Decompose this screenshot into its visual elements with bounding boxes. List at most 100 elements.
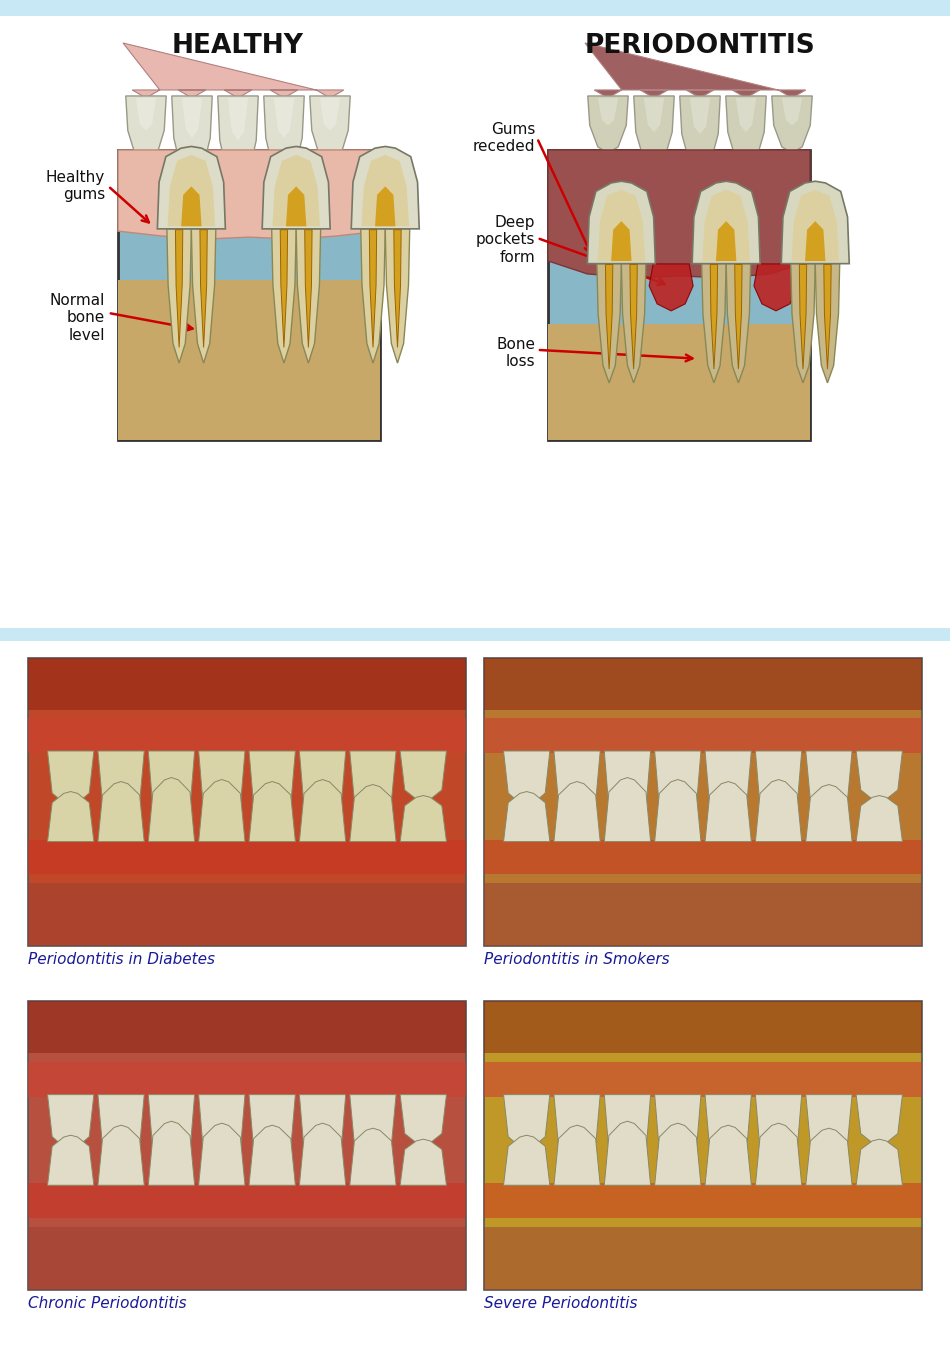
Polygon shape <box>167 230 191 363</box>
Polygon shape <box>249 1095 295 1165</box>
Bar <box>28 1183 466 1218</box>
Polygon shape <box>350 1095 396 1158</box>
Bar <box>28 657 466 946</box>
Polygon shape <box>806 1095 852 1158</box>
Polygon shape <box>320 99 340 131</box>
Polygon shape <box>856 751 902 801</box>
Polygon shape <box>655 1095 701 1166</box>
Bar <box>28 657 466 710</box>
Bar <box>28 1002 466 1053</box>
Polygon shape <box>350 751 396 815</box>
Text: HEALTHY: HEALTHY <box>172 32 304 59</box>
Polygon shape <box>554 751 600 818</box>
Polygon shape <box>200 230 207 347</box>
Polygon shape <box>554 782 600 841</box>
Polygon shape <box>634 96 674 166</box>
Polygon shape <box>199 779 245 841</box>
Polygon shape <box>805 221 826 261</box>
Polygon shape <box>181 99 202 138</box>
Polygon shape <box>824 265 831 369</box>
Polygon shape <box>806 784 852 841</box>
Polygon shape <box>400 1139 446 1185</box>
Polygon shape <box>655 1123 701 1185</box>
Polygon shape <box>361 230 386 363</box>
Polygon shape <box>630 265 637 369</box>
Bar <box>28 718 466 753</box>
Bar <box>484 718 922 753</box>
Polygon shape <box>98 1095 144 1162</box>
Bar <box>484 1002 922 1291</box>
Polygon shape <box>48 1095 94 1149</box>
Polygon shape <box>310 96 351 163</box>
Polygon shape <box>790 263 815 383</box>
Bar <box>484 657 922 946</box>
Bar <box>28 1062 466 1096</box>
Text: Bone
loss: Bone loss <box>496 336 535 369</box>
Polygon shape <box>118 150 380 239</box>
Polygon shape <box>716 221 736 261</box>
Polygon shape <box>98 782 144 841</box>
Polygon shape <box>299 1123 346 1185</box>
Polygon shape <box>48 1135 94 1185</box>
Polygon shape <box>158 146 225 230</box>
Bar <box>484 1183 922 1218</box>
Polygon shape <box>98 1125 144 1185</box>
Polygon shape <box>690 99 710 134</box>
Polygon shape <box>272 230 296 363</box>
Polygon shape <box>806 751 852 815</box>
Polygon shape <box>587 181 656 263</box>
Polygon shape <box>755 779 802 841</box>
Polygon shape <box>296 230 321 363</box>
Polygon shape <box>604 1095 651 1169</box>
Polygon shape <box>621 263 646 383</box>
Bar <box>548 324 810 440</box>
Polygon shape <box>400 1095 446 1145</box>
Polygon shape <box>598 190 645 261</box>
Polygon shape <box>218 96 258 184</box>
Polygon shape <box>361 155 409 227</box>
Polygon shape <box>604 1122 651 1185</box>
Polygon shape <box>48 751 94 805</box>
Bar <box>118 150 380 440</box>
Polygon shape <box>262 146 331 230</box>
Polygon shape <box>604 778 651 841</box>
Polygon shape <box>504 1095 550 1149</box>
Polygon shape <box>711 265 717 369</box>
Text: Chronic Periodontitis: Chronic Periodontitis <box>28 1296 186 1311</box>
Polygon shape <box>394 230 401 347</box>
Polygon shape <box>754 263 798 310</box>
Polygon shape <box>172 96 212 178</box>
Polygon shape <box>856 1139 902 1185</box>
Polygon shape <box>191 230 216 363</box>
Text: Normal
bone
level: Normal bone level <box>49 293 105 343</box>
Text: Periodontitis in Smokers: Periodontitis in Smokers <box>484 952 670 968</box>
Polygon shape <box>123 43 344 99</box>
Bar <box>484 1002 922 1053</box>
Bar <box>28 1227 466 1291</box>
Polygon shape <box>693 181 760 263</box>
Polygon shape <box>504 751 550 805</box>
Polygon shape <box>48 791 94 841</box>
Polygon shape <box>655 779 701 841</box>
Bar <box>484 657 922 710</box>
Polygon shape <box>680 96 720 170</box>
Polygon shape <box>705 782 751 841</box>
Polygon shape <box>736 99 756 132</box>
Polygon shape <box>755 1123 802 1185</box>
Polygon shape <box>755 751 802 824</box>
Polygon shape <box>350 784 396 841</box>
Polygon shape <box>856 795 902 841</box>
Polygon shape <box>249 751 295 821</box>
Bar <box>28 840 466 875</box>
Text: Gums
receded: Gums receded <box>472 122 535 154</box>
Polygon shape <box>352 146 419 230</box>
Polygon shape <box>274 99 294 138</box>
Text: Healthy
gums: Healthy gums <box>46 170 105 202</box>
Polygon shape <box>228 99 248 140</box>
Polygon shape <box>705 1125 751 1185</box>
Polygon shape <box>611 221 632 261</box>
Polygon shape <box>655 751 701 824</box>
Polygon shape <box>598 99 618 126</box>
Polygon shape <box>649 263 694 310</box>
Bar <box>28 883 466 946</box>
